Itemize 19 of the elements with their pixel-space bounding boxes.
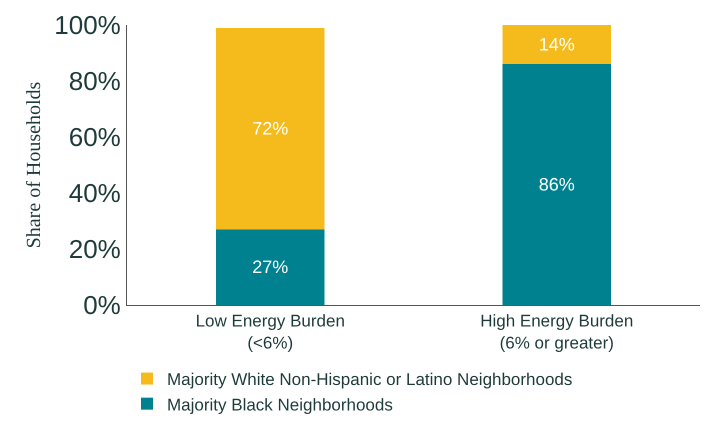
- y-tick-label: 0%: [83, 290, 121, 320]
- y-tick-label: 40%: [68, 178, 121, 208]
- legend-label: Majority White Non-Hispanic or Latino Neighborhoods: [167, 370, 572, 390]
- x-tick-label: High Energy Burden (6% or greater): [480, 311, 634, 352]
- bar: [502, 25, 612, 64]
- y-axis-title: Share of Households: [22, 81, 45, 248]
- bar: [502, 64, 612, 305]
- y-tick-label: 100%: [54, 10, 121, 40]
- bar: [216, 28, 325, 230]
- y-tick-label: 60%: [68, 122, 121, 152]
- bar: [216, 229, 325, 305]
- data-label: 27%: [252, 257, 288, 278]
- y-tick-label: 20%: [68, 234, 121, 264]
- y-tick-label: 80%: [68, 66, 121, 96]
- data-label: 14%: [538, 34, 575, 55]
- x-tick-label: Low Energy Burden (<6%): [196, 311, 345, 352]
- legend-label: Majority Black Neighborhoods: [167, 395, 393, 414]
- data-label: 72%: [252, 118, 288, 139]
- data-label: 86%: [538, 174, 575, 195]
